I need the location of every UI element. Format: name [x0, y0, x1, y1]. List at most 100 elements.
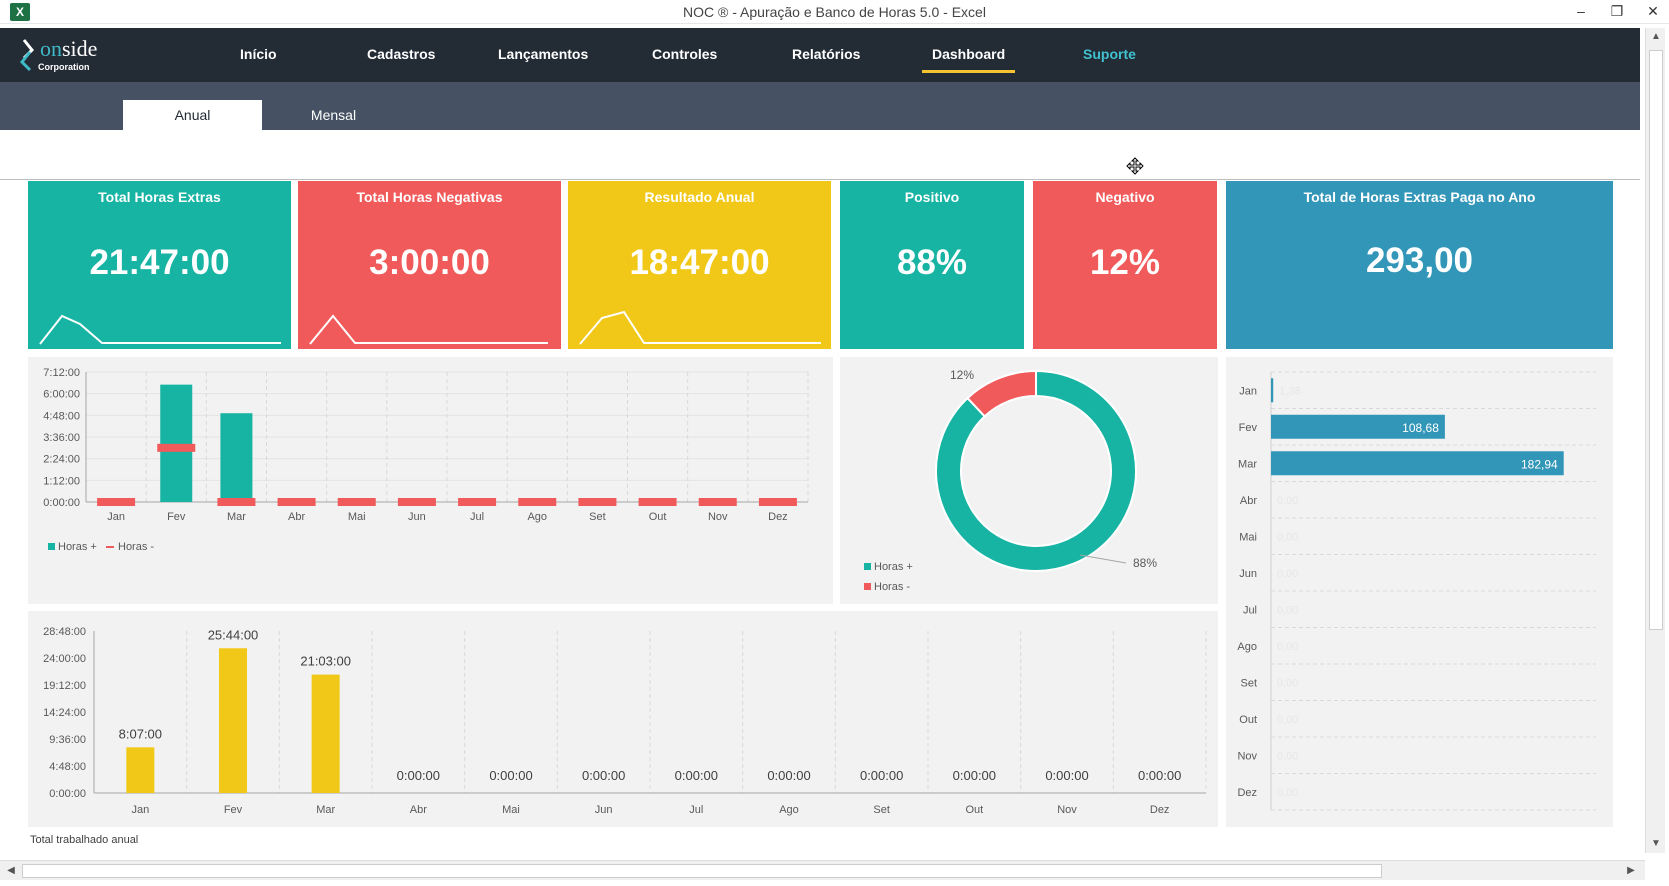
bar-value-label: 0:00:00 [767, 768, 810, 783]
bar-horas-positivas [160, 384, 193, 502]
kpi-title: Negativo [1095, 189, 1155, 205]
y-tick-label: 2:24:00 [43, 454, 80, 466]
nav-cadastros[interactable]: Cadastros [367, 46, 436, 62]
footer-label: Total trabalhado anual [30, 834, 139, 846]
bar-value-label: 0:00:00 [675, 768, 718, 783]
x-tick-label: Nov [708, 511, 728, 523]
kpi-value: 21:47:00 [89, 243, 230, 282]
y-tick-label: Jun [1239, 568, 1257, 580]
legend-swatch-horas-negativas [106, 546, 114, 548]
bar-value-label: 0:00:00 [1138, 768, 1181, 783]
marker-horas-negativas [758, 498, 797, 506]
chevron-logo-icon [19, 39, 35, 72]
chart-percentual: 88% 12% Horas + Horas - [864, 368, 1157, 593]
bar-value-label: 0:00:00 [489, 768, 532, 783]
nav-inicio[interactable]: Início [240, 46, 277, 62]
bar-horas-pagas [1271, 451, 1564, 476]
bar-total-trabalhado [311, 674, 340, 793]
x-tick-label: Jan [131, 804, 149, 816]
kpi-total-horas-extras: Total Horas Extras 21:47:00 [28, 181, 291, 349]
onside-logo: onside Corporation [16, 34, 126, 76]
y-tick-label: 9:36:00 [49, 734, 86, 746]
x-tick-label: Set [873, 804, 890, 816]
x-tick-label: Dez [1150, 804, 1170, 816]
move-cursor-icon [1126, 157, 1144, 175]
minimize-button[interactable]: – [1577, 3, 1585, 19]
logo-brand: onside [40, 36, 98, 61]
donut-slice [935, 369, 1137, 572]
marker-horas-negativas [698, 498, 737, 506]
kpi-resultado-anual: Resultado Anual 18:47:00 [568, 181, 831, 349]
scroll-right-icon[interactable]: ▶ [1627, 865, 1635, 876]
chart-total-trabalhado: 0:00:00 4:48:00 9:36:00 14:24:00 19:12:00 24:… [43, 626, 1207, 816]
x-tick-label: Mar [316, 804, 335, 816]
logo-subtitle: Corporation [38, 62, 90, 72]
horizontal-scrollbar[interactable]: ◀ ▶ [0, 860, 1645, 880]
x-tick-label: Mar [227, 511, 246, 523]
sparkline-extras [39, 314, 281, 345]
bar-value-label: 0:00:00 [953, 768, 996, 783]
bar-value-label: 0,00 [1277, 714, 1298, 726]
sub-navbar: Anual Mensal [0, 82, 1640, 130]
x-tick-label: Jun [595, 804, 613, 816]
y-tick-label: 7:12:00 [43, 367, 80, 379]
close-button[interactable]: ✕ [1647, 3, 1659, 19]
bar-total-trabalhado [219, 648, 247, 793]
bar-value-label: 0:00:00 [582, 768, 625, 783]
marker-horas-negativas [337, 498, 376, 506]
y-tick-label: 24:00:00 [43, 653, 86, 665]
divider [0, 179, 1640, 180]
x-tick-label: Ago [527, 511, 547, 523]
y-tick-label: 14:24:00 [43, 707, 86, 719]
bar-value-label: 0:00:00 [397, 768, 440, 783]
tab-mensal[interactable]: Mensal [310, 107, 357, 123]
marker-horas-negativas [277, 498, 316, 506]
chart-panel-horas-pagas: Jan 1,38 Fev 108,68 Mar 182,94 Abr 0,00 Mai 0,00 J… [1226, 357, 1613, 827]
y-tick-label: 0:00:00 [43, 497, 80, 509]
kpi-value: 18:47:00 [629, 243, 770, 282]
x-tick-label: Mai [502, 804, 520, 816]
chart-horas-pagas: Jan 1,38 Fev 108,68 Mar 182,94 Abr 0,00 Mai 0,00 J… [1237, 371, 1596, 811]
nav-lancamentos[interactable]: Lançamentos [498, 46, 589, 62]
kpi-value: 293,00 [1365, 241, 1474, 280]
y-tick-label: Ago [1237, 641, 1257, 653]
kpi-value: 3:00:00 [369, 243, 490, 282]
x-tick-label: Abr [288, 511, 305, 523]
scroll-left-icon[interactable]: ◀ [7, 865, 15, 876]
nav-relatorios[interactable]: Relatórios [792, 46, 861, 62]
scroll-thumb[interactable] [22, 864, 1382, 878]
window-title: NOC ® - Apuração e Banco de Horas 5.0 - … [683, 4, 986, 20]
chart-panel-percentual: 88% 12% Horas + Horas - [840, 357, 1218, 604]
y-tick-label: 28:48:00 [43, 626, 86, 638]
x-tick-label: Ago [779, 804, 799, 816]
bar-value-label: 0,00 [1277, 604, 1298, 616]
bar-value-label: 25:44:00 [208, 627, 259, 642]
main-navbar: onside Corporation Início Cadastros Lanç… [0, 28, 1640, 82]
nav-dashboard[interactable]: Dashboard [921, 46, 1016, 73]
restore-button[interactable]: ❐ [1610, 3, 1624, 19]
kpi-positivo: Positivo 88% [840, 181, 1024, 349]
x-tick-label: Mai [348, 511, 366, 523]
vertical-scrollbar[interactable]: ▲ ▼ [1645, 28, 1665, 853]
legend-label-horas-positivas: Horas + [58, 541, 97, 553]
tab-anual[interactable]: Anual [123, 100, 262, 130]
y-tick-label: 19:12:00 [43, 680, 86, 692]
legend-swatch-horas-positivas [864, 563, 871, 570]
chart-panel-total-trabalhado: 0:00:00 4:48:00 9:36:00 14:24:00 19:12:00 24:… [28, 611, 1218, 827]
nav-suporte[interactable]: Suporte [1083, 46, 1136, 62]
chart-panel-horas-mensais: 0:00:00 1:12:00 2:24:00 3:36:00 4:48:00 6:00:… [28, 357, 833, 604]
marker-horas-negativas [578, 498, 617, 506]
scroll-thumb[interactable] [1649, 50, 1663, 630]
kpi-title: Total Horas Extras [98, 189, 221, 205]
x-tick-label: Abr [410, 804, 427, 816]
bar-value-label: 21:03:00 [300, 654, 351, 669]
y-tick-label: Jul [1243, 604, 1257, 616]
y-tick-label: Out [1239, 714, 1257, 726]
scroll-down-icon[interactable]: ▼ [1651, 838, 1661, 849]
nav-controles[interactable]: Controles [652, 46, 718, 62]
y-tick-label: Mar [1238, 458, 1257, 470]
kpi-title: Total Horas Negativas [356, 189, 503, 205]
bar-horas-pagas [1271, 414, 1445, 439]
x-tick-label: Jan [107, 511, 125, 523]
scroll-up-icon[interactable]: ▲ [1651, 31, 1661, 42]
